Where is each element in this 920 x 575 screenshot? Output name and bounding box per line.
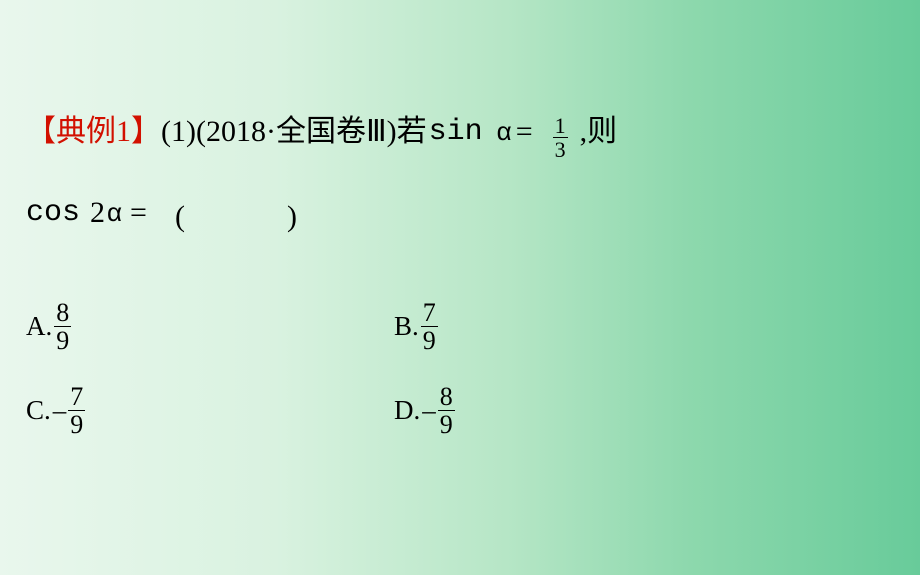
alpha-symbol-2: α — [107, 197, 122, 228]
cos-label: cos — [26, 196, 80, 230]
minus-icon: – — [53, 395, 67, 426]
choice-D-value: – 8 9 — [422, 383, 455, 439]
choice-B-num: 7 — [421, 299, 438, 326]
sin-label: sin — [429, 117, 483, 147]
stem-prefix: (1)(2018·全国卷Ⅲ)若 — [161, 117, 427, 147]
alpha-symbol-1: α — [497, 118, 512, 144]
fraction-one-third: 1 3 — [553, 114, 568, 161]
choice-A-den: 9 — [54, 327, 71, 354]
choice-D-num: 8 — [438, 383, 455, 410]
equals-2: = — [130, 196, 147, 230]
choice-B-frac: 7 9 — [421, 299, 438, 355]
stem-line-1: 【典例1】 (1)(2018·全国卷Ⅲ)若 sin α = 1 3 ,则 — [26, 108, 896, 155]
choice-C-frac: 7 9 — [68, 383, 85, 439]
example-heading: 【典例1】 — [26, 117, 161, 147]
choice-D: D. – 8 9 — [394, 383, 455, 439]
choice-C-den: 9 — [68, 411, 85, 438]
choice-B: B. 7 9 — [394, 299, 438, 355]
choice-B-label: B. — [394, 311, 419, 342]
stem-line-2: cos 2 α = ( ) — [26, 191, 896, 235]
minus-icon: – — [422, 395, 436, 426]
choice-C-label: C. — [26, 395, 51, 426]
frac-den: 3 — [553, 138, 568, 161]
choice-D-label: D. — [394, 395, 420, 426]
comma-then: ,则 — [580, 117, 618, 147]
choice-row-1: A. 8 9 B. 7 9 — [26, 299, 896, 355]
blank-paren: ( ) — [175, 191, 333, 235]
choice-A-frac: 8 9 — [54, 299, 71, 355]
choices-block: A. 8 9 B. 7 9 C. – — [26, 299, 896, 438]
slide-content: 【典例1】 (1)(2018·全国卷Ⅲ)若 sin α = 1 3 ,则 cos… — [26, 108, 896, 466]
choice-A-label: A. — [26, 311, 52, 342]
equals-1: = — [516, 117, 533, 147]
choice-D-frac: 8 9 — [438, 383, 455, 439]
choice-D-den: 9 — [438, 411, 455, 438]
choice-C-value: – 7 9 — [53, 383, 86, 439]
choice-row-2: C. – 7 9 D. – 8 9 — [26, 383, 896, 439]
two: 2 — [90, 196, 105, 230]
choice-A: A. 8 9 — [26, 299, 394, 355]
frac-num: 1 — [553, 114, 568, 137]
choice-A-num: 8 — [54, 299, 71, 326]
choice-C-num: 7 — [68, 383, 85, 410]
choice-B-den: 9 — [421, 327, 438, 354]
choice-C: C. – 7 9 — [26, 383, 394, 439]
